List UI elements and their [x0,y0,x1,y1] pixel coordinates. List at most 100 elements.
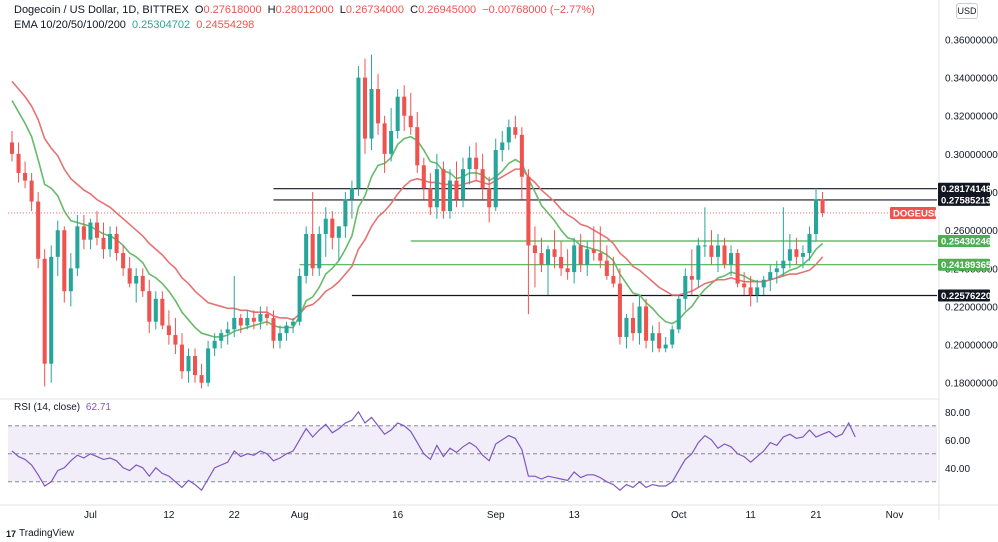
candle-body [225,329,230,334]
y-tick-label: 0.36000000 [945,35,998,46]
rsi-value: 62.71 [85,402,111,413]
candle-body [121,253,126,269]
candle-body [362,77,368,139]
candle-body [585,249,590,265]
candle-body [349,188,354,200]
candle-body [519,134,524,177]
candle-body [715,245,720,257]
candle-body [487,188,492,208]
candle-body [663,344,668,349]
candle-body [644,306,649,341]
candle-body [297,275,302,322]
candle-body [800,253,805,257]
candle-body [591,249,596,254]
price-badge [890,207,936,219]
x-tick-label: Aug [291,510,309,521]
high-value: 0.28012000 [275,4,334,16]
price-badge [938,193,990,206]
price-badge-label: 0.24189365 [941,260,992,271]
candle-body [101,237,106,250]
candle-body [212,340,217,349]
rsi-y-tick-label: 60.00 [945,436,970,447]
currency-button[interactable]: USD [956,3,978,19]
candle-body [68,268,73,292]
candle-body [539,253,544,265]
candle-body [232,317,237,330]
rsi-line [11,410,856,492]
ema-legend[interactable]: EMA 10/20/50/100/200 0.25304702 0.245542… [14,19,257,31]
low-label: L [339,4,346,16]
tradingview-logo[interactable]: 17 TradingView [6,528,74,539]
candle-body [75,226,80,269]
candle-body [447,180,452,212]
x-tick-label: Oct [671,510,687,521]
y-tick-label: 0.32000000 [945,112,998,123]
candle-body [532,245,537,254]
candle-body [441,169,446,212]
candle-body [173,335,178,345]
candle-body [813,199,819,234]
candle-body [513,127,518,135]
candle-body [611,275,616,284]
symbol-header[interactable]: Dogecoin / US Dollar, 1D, BITTREX O0.276… [14,4,598,16]
open-value: 0.27618000 [203,4,262,16]
candle-body [395,96,400,131]
open-label: O [194,4,204,16]
high-label: H [267,4,276,16]
time-axis[interactable]: Jul 12 22 Aug 16 Sep 13 Oct 11 21 Nov [84,510,903,521]
candle-body [402,96,407,116]
candle-body [199,375,204,383]
candle-body [702,245,707,247]
candle-body [94,222,100,238]
candle-body [29,180,34,202]
candle-body [317,233,322,269]
candle-body [88,222,93,240]
y-tick-label: 0.30000000 [945,150,998,161]
price-badge-label: 0.27585213 [941,195,991,206]
candle-body [604,260,609,276]
rsi-legend[interactable]: RSI (14, close) 62.71 [14,402,114,413]
candle-body [23,172,28,181]
candle-body [186,356,191,372]
candle-body [670,329,675,345]
x-tick-label: 11 [745,510,756,521]
candle-body [160,298,165,326]
candle-body [258,314,263,322]
candle-body [62,230,67,292]
candle-body [526,176,531,246]
candle-body [598,253,603,261]
candle-body [284,325,289,334]
candle-body [108,233,113,250]
candle-body [500,142,505,151]
rsi-y-tick-label: 80.00 [945,408,970,419]
candle-body [650,333,655,341]
rsi-pane [8,410,937,492]
y-tick-label: 0.20000000 [945,341,998,352]
candle-body [251,317,256,322]
price-axis[interactable]: 0.180000000.200000000.220000000.24000000… [945,35,998,474]
candle-body [49,256,54,364]
candle-body [493,150,498,208]
candle-body [474,157,479,170]
candle-body [134,275,139,284]
y-tick-label: 0.18000000 [945,379,998,390]
price-badge-label: 0.25430246 [941,237,991,248]
candle-body [147,291,152,322]
candle-body [624,317,629,337]
x-tick-label: 22 [229,510,241,521]
tradingview-logo-text: TradingView [19,528,75,539]
price-level-lines [273,188,937,297]
candle-body [291,321,296,326]
candle-body [81,226,86,240]
y-tick-label: 0.22000000 [945,302,998,313]
candle-body [454,180,459,200]
candle-body [140,275,145,292]
candle-body [787,249,792,261]
candle-body [696,245,701,280]
candle-body [153,298,158,322]
x-tick-label: 13 [569,510,581,521]
candle-body [9,142,15,154]
candle-body [794,249,799,257]
candle-body [572,245,577,273]
